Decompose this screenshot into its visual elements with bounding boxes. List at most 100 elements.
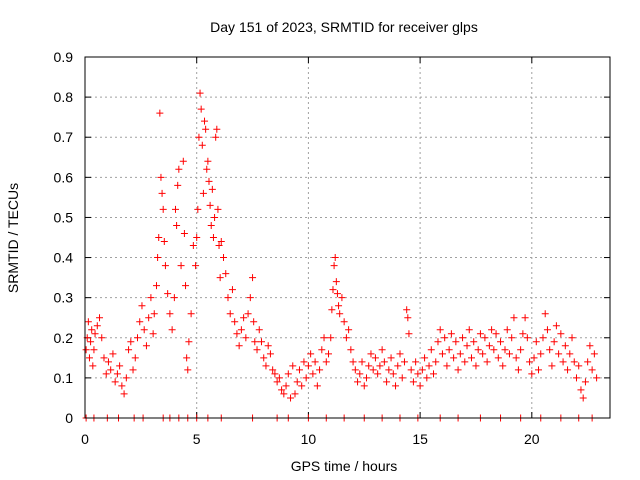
data-point — [192, 262, 200, 270]
data-point — [142, 342, 150, 350]
data-point — [539, 334, 547, 342]
data-point — [231, 318, 239, 326]
data-point — [421, 354, 429, 362]
data-point — [149, 330, 157, 338]
data-point — [215, 242, 223, 250]
y-tick-label: 0 — [65, 410, 73, 426]
data-point — [541, 310, 549, 318]
data-point — [222, 270, 230, 278]
data-point — [579, 394, 587, 402]
data-point — [209, 234, 217, 241]
data-point — [295, 366, 303, 374]
data-point — [479, 350, 487, 358]
data-point — [590, 350, 598, 358]
data-point — [250, 318, 258, 326]
data-point — [331, 254, 339, 262]
data-point — [485, 342, 493, 350]
data-point — [242, 334, 250, 342]
data-point — [532, 338, 540, 346]
data-point — [400, 358, 408, 366]
data-point — [432, 358, 440, 366]
data-point — [328, 306, 336, 314]
data-point — [140, 326, 148, 334]
data-point — [161, 262, 169, 270]
data-point — [175, 165, 183, 173]
data-point — [376, 362, 384, 370]
data-point — [438, 350, 446, 358]
data-point — [93, 322, 101, 330]
data-point — [488, 326, 496, 334]
data-point — [425, 362, 433, 370]
data-point — [450, 354, 458, 362]
data-point — [490, 346, 498, 354]
data-point — [369, 366, 377, 374]
data-point — [90, 346, 98, 354]
data-point — [470, 338, 478, 346]
data-point — [300, 358, 308, 366]
data-point — [273, 378, 281, 386]
data-point — [383, 378, 391, 386]
data-point — [183, 354, 191, 362]
data-point — [298, 382, 306, 390]
axis-layer: 0 0.1 0.2 0.3 0.4 0.5 0.6 0.7 0.8 0.9 0 5 10 15 20 — [54, 49, 610, 447]
data-point — [356, 370, 364, 378]
data-point — [559, 358, 567, 366]
data-point — [120, 390, 128, 398]
data-point — [313, 382, 321, 390]
data-point — [398, 374, 406, 382]
data-point — [543, 326, 551, 334]
data-point — [189, 242, 197, 250]
data-point — [228, 286, 236, 294]
data-point — [202, 125, 210, 133]
data-point — [418, 366, 426, 374]
y-tick-label: 0.9 — [54, 49, 74, 65]
data-point — [158, 189, 166, 197]
data-point — [184, 366, 192, 374]
data-point — [325, 350, 333, 358]
data-point — [157, 173, 165, 181]
data-point — [427, 346, 435, 354]
data-point — [501, 346, 509, 354]
data-point — [316, 366, 324, 374]
y-tick-label: 0.8 — [54, 89, 74, 105]
data-point — [264, 342, 272, 350]
data-point — [528, 370, 536, 378]
data-point — [362, 374, 370, 382]
data-point — [465, 326, 473, 334]
data-point — [309, 370, 317, 378]
data-point — [194, 205, 202, 213]
data-point — [145, 314, 153, 322]
data-point — [443, 362, 451, 370]
data-point — [550, 338, 558, 346]
data-point — [409, 378, 417, 386]
data-point — [278, 386, 286, 394]
data-point — [147, 294, 155, 302]
data-point — [338, 294, 346, 302]
data-point — [371, 354, 379, 362]
data-point — [107, 366, 115, 374]
data-point — [185, 338, 193, 346]
data-point — [138, 302, 146, 310]
data-point — [171, 205, 179, 213]
data-point — [207, 221, 215, 229]
data-point — [304, 362, 312, 370]
data-point — [332, 278, 340, 286]
data-point — [173, 221, 181, 229]
data-point — [349, 358, 357, 366]
data-point — [84, 318, 92, 326]
plot-frame — [84, 56, 611, 419]
data-point — [155, 234, 163, 241]
data-point — [570, 358, 578, 366]
data-point — [526, 358, 534, 366]
x-tick-label: 15 — [412, 431, 428, 447]
data-point — [208, 185, 216, 193]
data-point — [253, 346, 261, 354]
data-point — [104, 358, 112, 366]
data-point — [414, 370, 422, 378]
data-point — [164, 290, 172, 298]
y-tick-label: 0.1 — [54, 370, 74, 386]
data-point — [240, 314, 248, 322]
data-point — [318, 346, 326, 354]
data-point — [463, 342, 471, 350]
y-tick-label: 0.6 — [54, 169, 74, 185]
